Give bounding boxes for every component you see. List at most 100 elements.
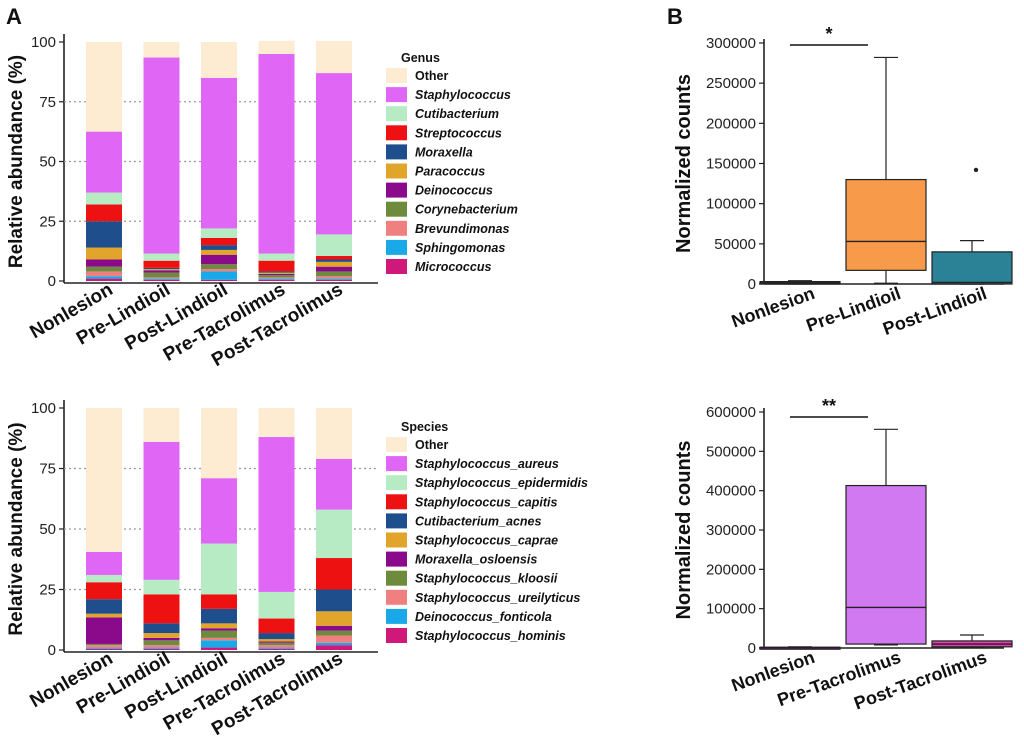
y-tick-label: 0 (48, 642, 56, 659)
legend-swatch-deinococcus-fonticola (386, 608, 407, 624)
significance-label: * (825, 24, 832, 44)
legend-label-staphylococcus-epidermidis: Staphylococcus_epidermidis (415, 476, 588, 490)
bar-segment-deinococcus-fonticola (258, 647, 295, 649)
bar-segment-staphylococcus-aureus (86, 551, 122, 575)
bar-segment-staphylococcus (86, 131, 122, 193)
bar-segment-staphylococcus-ureilyticus (86, 645, 122, 648)
legend-label-cutibacterium-acnes: Cutibacterium_acnes (415, 514, 541, 528)
bar-segment-deinococcus (86, 259, 122, 267)
bar-segment-other (86, 408, 122, 552)
y-tick-label: 250000 (706, 75, 756, 92)
bar-segment-staphylococcus-epidermidis (316, 509, 352, 559)
bar-segment-staphylococcus-kloosii (316, 630, 352, 636)
legend-swatch-other (386, 437, 407, 452)
bar-segment-moraxella (86, 221, 122, 248)
bar-segment-staphylococcus (201, 77, 237, 229)
y-tick-label: 100 (31, 34, 56, 51)
legend-swatch-paracoccus (386, 163, 407, 179)
bar-segment-deinococcus-fonticola (316, 642, 352, 646)
legend-label-micrococcus: Micrococcus (415, 260, 491, 274)
legend-label-brevundimonas: Brevundimonas (415, 222, 510, 236)
bar-segment-brevundimonas (201, 269, 237, 272)
y-tick-label: 0 (48, 273, 56, 290)
bar-segment-staphylococcus-kloosii (143, 640, 180, 646)
bar-segment-other (201, 42, 237, 78)
bar-segment-staphylococcus (143, 57, 180, 254)
bar-segment-micrococcus (316, 279, 352, 281)
box-post-lindioil (931, 251, 1013, 285)
bar-segment-sphingomonas (86, 276, 122, 279)
bar-segment-corynebacterium (201, 264, 237, 270)
bar-segment-staphylococcus-caprae (86, 613, 122, 618)
y-tick-label: 50000 (714, 236, 756, 253)
bar-segment-cutibacterium (143, 253, 180, 261)
y-tick-label: 0 (748, 276, 756, 293)
bar-segment-other (201, 408, 237, 479)
bar-segment-staphylococcus-aureus (316, 458, 352, 510)
bar-segment-staphylococcus-hominis (316, 645, 352, 650)
bar-segment-sphingomonas (316, 278, 352, 280)
bar-segment-other (86, 42, 122, 132)
bar-segment-micrococcus (201, 279, 237, 281)
bar-segment-staphylococcus-ureilyticus (316, 635, 352, 643)
legend-label-staphylococcus-capitis: Staphylococcus_capitis (415, 495, 557, 509)
bar-segment-cutibacterium (316, 234, 352, 256)
bar-segment-staphylococcus (316, 73, 352, 235)
bar-segment-streptococcus (143, 260, 180, 268)
bar-segment-cutibacterium-acnes (316, 589, 352, 612)
bar-segment-other (143, 42, 180, 58)
bar-segment-sphingomonas (258, 278, 295, 280)
bar-segment-staphylococcus-capitis (201, 594, 237, 609)
bar-segment-moraxella (201, 245, 237, 250)
legend-swatch-deinococcus (386, 182, 407, 198)
bar-segment-staphylococcus-ureilyticus (143, 645, 180, 648)
y-tick-label: 25 (39, 213, 56, 230)
bar-segment-moraxella-osloensis (258, 641, 295, 643)
legend-label-paracoccus: Paracoccus (415, 165, 485, 179)
y-tick-label: 75 (39, 461, 56, 478)
bar-segment-staphylococcus-hominis (258, 648, 295, 650)
bar-segment-brevundimonas (86, 271, 122, 277)
y-axis-title: Relative abundance (%) (6, 55, 27, 268)
bar-segment-deinococcus (143, 270, 180, 273)
legend-swatch-moraxella-osloensis (386, 551, 407, 567)
y-tick-label: 500000 (706, 443, 756, 460)
legend-label-other: Other (415, 438, 448, 452)
legend-label-moraxella: Moraxella (415, 145, 473, 159)
legend-label-staphylococcus: Staphylococcus (415, 88, 511, 102)
bar-segment-micrococcus (86, 278, 122, 281)
box-pre-tacrolimus (845, 484, 927, 645)
bar-segment-deinococcus-fonticola (86, 647, 122, 649)
bar-segment-brevundimonas (143, 277, 180, 279)
bar-segment-sphingomonas (143, 278, 180, 280)
bar-segment-brevundimonas (316, 276, 352, 279)
legend-swatch-staphylococcus-aureus (386, 456, 407, 472)
legend-label-staphylococcus-aureus: Staphylococcus_aureus (415, 457, 559, 471)
bar-segment-staphylococcus-caprae (316, 611, 352, 626)
y-axis-title: Normalized counts (673, 441, 695, 620)
y-tick-label: 150000 (706, 156, 756, 173)
legend-swatch-staphylococcus-capitis (386, 494, 407, 510)
legend-label-deinococcus-fonticola: Deinococcus_fonticola (415, 610, 552, 624)
bar-segment-streptococcus (258, 260, 295, 272)
legend-swatch-corynebacterium (386, 201, 407, 217)
bar-segment-cutibacterium-acnes (258, 633, 295, 640)
legend-label-staphylococcus-hominis: Staphylococcus_hominis (415, 629, 566, 643)
y-tick-label: 400000 (706, 483, 756, 500)
bar-segment-paracoccus (258, 272, 295, 274)
bar-segment-brevundimonas (258, 277, 295, 279)
y-tick-label: 100000 (706, 601, 756, 618)
x-category-label: Nonlesion (729, 283, 818, 332)
bar-segment-cutibacterium-acnes (143, 623, 180, 634)
bar-segment-paracoccus (201, 249, 237, 255)
legend-swatch-streptococcus (386, 125, 407, 141)
bar-segment-staphylococcus-aureus (258, 437, 295, 592)
y-tick-label: 200000 (706, 115, 756, 132)
bar-segment-staphylococcus-caprae (143, 633, 180, 638)
bar-segment-deinococcus (258, 273, 295, 276)
legend-swatch-sphingomonas (386, 239, 407, 255)
outlier-point (973, 167, 979, 173)
bar-segment-deinococcus (316, 266, 352, 272)
legend-label-staphylococcus-caprae: Staphylococcus_caprae (415, 534, 558, 548)
